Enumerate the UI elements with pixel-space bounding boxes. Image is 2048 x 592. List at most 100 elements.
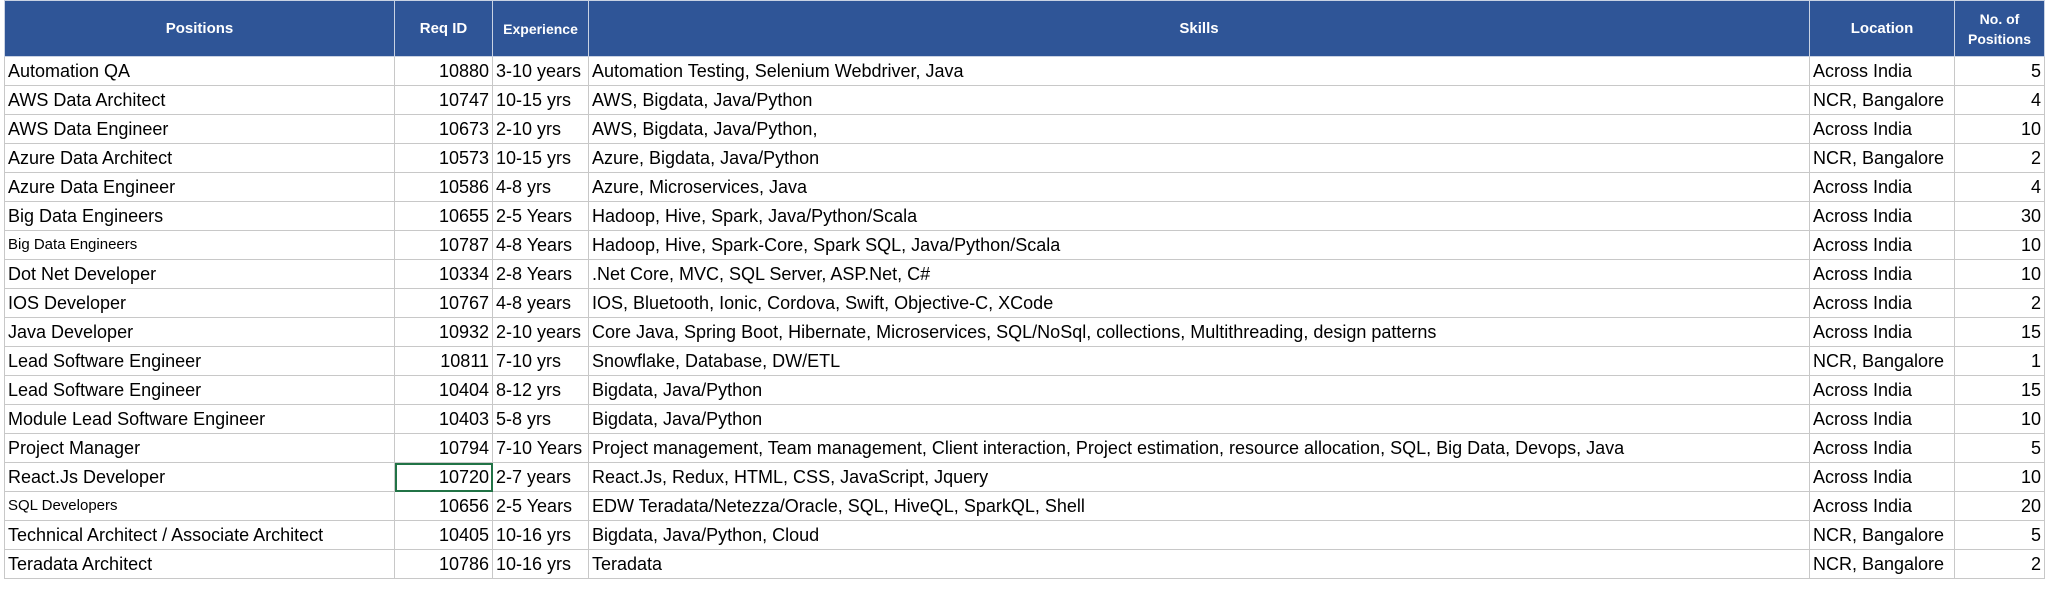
cell-req-id[interactable]: 10656 [394,491,493,521]
cell-skills[interactable]: .Net Core, MVC, SQL Server, ASP.Net, C# [588,259,1810,289]
cell-req-id[interactable]: 10720 [394,462,493,492]
header-positions[interactable]: Positions [4,0,395,57]
cell-no-of-positions[interactable]: 2 [1954,549,2045,579]
cell-position[interactable]: Big Data Engineers [4,230,395,260]
cell-req-id[interactable]: 10573 [394,143,493,173]
cell-location[interactable]: Across India [1809,56,1955,86]
cell-req-id[interactable]: 10586 [394,172,493,202]
header-no-of-positions[interactable]: No. of Positions [1954,0,2045,57]
cell-no-of-positions[interactable]: 10 [1954,404,2045,434]
cell-position[interactable]: Module Lead Software Engineer [4,404,395,434]
cell-skills[interactable]: EDW Teradata/Netezza/Oracle, SQL, HiveQL… [588,491,1810,521]
cell-position[interactable]: IOS Developer [4,288,395,318]
cell-location[interactable]: NCR, Bangalore [1809,346,1955,376]
cell-location[interactable]: Across India [1809,462,1955,492]
cell-skills[interactable]: Azure, Bigdata, Java/Python [588,143,1810,173]
cell-position[interactable]: React.Js Developer [4,462,395,492]
cell-location[interactable]: NCR, Bangalore [1809,85,1955,115]
cell-no-of-positions[interactable]: 20 [1954,491,2045,521]
cell-position[interactable]: Teradata Architect [4,549,395,579]
cell-experience[interactable]: 2-10 yrs [492,114,589,144]
cell-experience[interactable]: 10-16 yrs [492,549,589,579]
cell-experience[interactable]: 8-12 yrs [492,375,589,405]
cell-experience[interactable]: 4-8 yrs [492,172,589,202]
cell-position[interactable]: Automation QA [4,56,395,86]
cell-experience[interactable]: 5-8 yrs [492,404,589,434]
cell-no-of-positions[interactable]: 2 [1954,288,2045,318]
cell-req-id[interactable]: 10405 [394,520,493,550]
cell-experience[interactable]: 10-15 yrs [492,85,589,115]
cell-skills[interactable]: Bigdata, Java/Python, Cloud [588,520,1810,550]
cell-req-id[interactable]: 10747 [394,85,493,115]
cell-no-of-positions[interactable]: 4 [1954,85,2045,115]
cell-location[interactable]: NCR, Bangalore [1809,549,1955,579]
cell-skills[interactable]: Bigdata, Java/Python [588,404,1810,434]
cell-experience[interactable]: 3-10 years [492,56,589,86]
cell-experience[interactable]: 2-8 Years [492,259,589,289]
cell-no-of-positions[interactable]: 2 [1954,143,2045,173]
cell-position[interactable]: Project Manager [4,433,395,463]
cell-experience[interactable]: 10-16 yrs [492,520,589,550]
cell-skills[interactable]: React.Js, Redux, HTML, CSS, JavaScript, … [588,462,1810,492]
cell-no-of-positions[interactable]: 15 [1954,317,2045,347]
cell-req-id[interactable]: 10787 [394,230,493,260]
cell-req-id[interactable]: 10786 [394,549,493,579]
cell-req-id[interactable]: 10404 [394,375,493,405]
cell-no-of-positions[interactable]: 10 [1954,114,2045,144]
cell-location[interactable]: Across India [1809,375,1955,405]
cell-req-id[interactable]: 10767 [394,288,493,318]
cell-experience[interactable]: 7-10 Years [492,433,589,463]
cell-position[interactable]: Lead Software Engineer [4,375,395,405]
cell-skills[interactable]: Bigdata, Java/Python [588,375,1810,405]
cell-location[interactable]: Across India [1809,317,1955,347]
cell-position[interactable]: Technical Architect / Associate Architec… [4,520,395,550]
header-skills[interactable]: Skills [588,0,1810,57]
cell-req-id[interactable]: 10673 [394,114,493,144]
cell-skills[interactable]: Hadoop, Hive, Spark, Java/Python/Scala [588,201,1810,231]
cell-no-of-positions[interactable]: 4 [1954,172,2045,202]
cell-skills[interactable]: AWS, Bigdata, Java/Python, [588,114,1810,144]
cell-experience[interactable]: 4-8 years [492,288,589,318]
cell-no-of-positions[interactable]: 30 [1954,201,2045,231]
cell-experience[interactable]: 2-10 years [492,317,589,347]
cell-position[interactable]: Big Data Engineers [4,201,395,231]
cell-req-id[interactable]: 10932 [394,317,493,347]
cell-location[interactable]: Across India [1809,288,1955,318]
cell-req-id[interactable]: 10403 [394,404,493,434]
cell-experience[interactable]: 10-15 yrs [492,143,589,173]
cell-location[interactable]: Across India [1809,230,1955,260]
cell-req-id[interactable]: 10334 [394,259,493,289]
cell-skills[interactable]: Automation Testing, Selenium Webdriver, … [588,56,1810,86]
cell-location[interactable]: Across India [1809,433,1955,463]
cell-position[interactable]: Azure Data Engineer [4,172,395,202]
cell-no-of-positions[interactable]: 1 [1954,346,2045,376]
cell-req-id[interactable]: 10811 [394,346,493,376]
cell-experience[interactable]: 2-5 Years [492,491,589,521]
cell-skills[interactable]: Project management, Team management, Cli… [588,433,1810,463]
cell-position[interactable]: Lead Software Engineer [4,346,395,376]
cell-skills[interactable]: IOS, Bluetooth, Ionic, Cordova, Swift, O… [588,288,1810,318]
cell-experience[interactable]: 2-5 Years [492,201,589,231]
cell-location[interactable]: Across India [1809,114,1955,144]
cell-experience[interactable]: 7-10 yrs [492,346,589,376]
cell-skills[interactable]: Snowflake, Database, DW/ETL [588,346,1810,376]
cell-skills[interactable]: Core Java, Spring Boot, Hibernate, Micro… [588,317,1810,347]
cell-position[interactable]: SQL Developers [4,491,395,521]
cell-no-of-positions[interactable]: 10 [1954,230,2045,260]
cell-location[interactable]: Across India [1809,404,1955,434]
cell-position[interactable]: AWS Data Engineer [4,114,395,144]
cell-location[interactable]: NCR, Bangalore [1809,143,1955,173]
cell-position[interactable]: AWS Data Architect [4,85,395,115]
cell-experience[interactable]: 4-8 Years [492,230,589,260]
cell-location[interactable]: Across India [1809,259,1955,289]
cell-no-of-positions[interactable]: 5 [1954,520,2045,550]
cell-location[interactable]: NCR, Bangalore [1809,520,1955,550]
cell-no-of-positions[interactable]: 10 [1954,462,2045,492]
cell-no-of-positions[interactable]: 5 [1954,56,2045,86]
header-location[interactable]: Location [1809,0,1955,57]
header-experience[interactable]: Experience [492,0,589,57]
cell-no-of-positions[interactable]: 5 [1954,433,2045,463]
header-req-id[interactable]: Req ID [394,0,493,57]
cell-position[interactable]: Azure Data Architect [4,143,395,173]
cell-req-id[interactable]: 10880 [394,56,493,86]
